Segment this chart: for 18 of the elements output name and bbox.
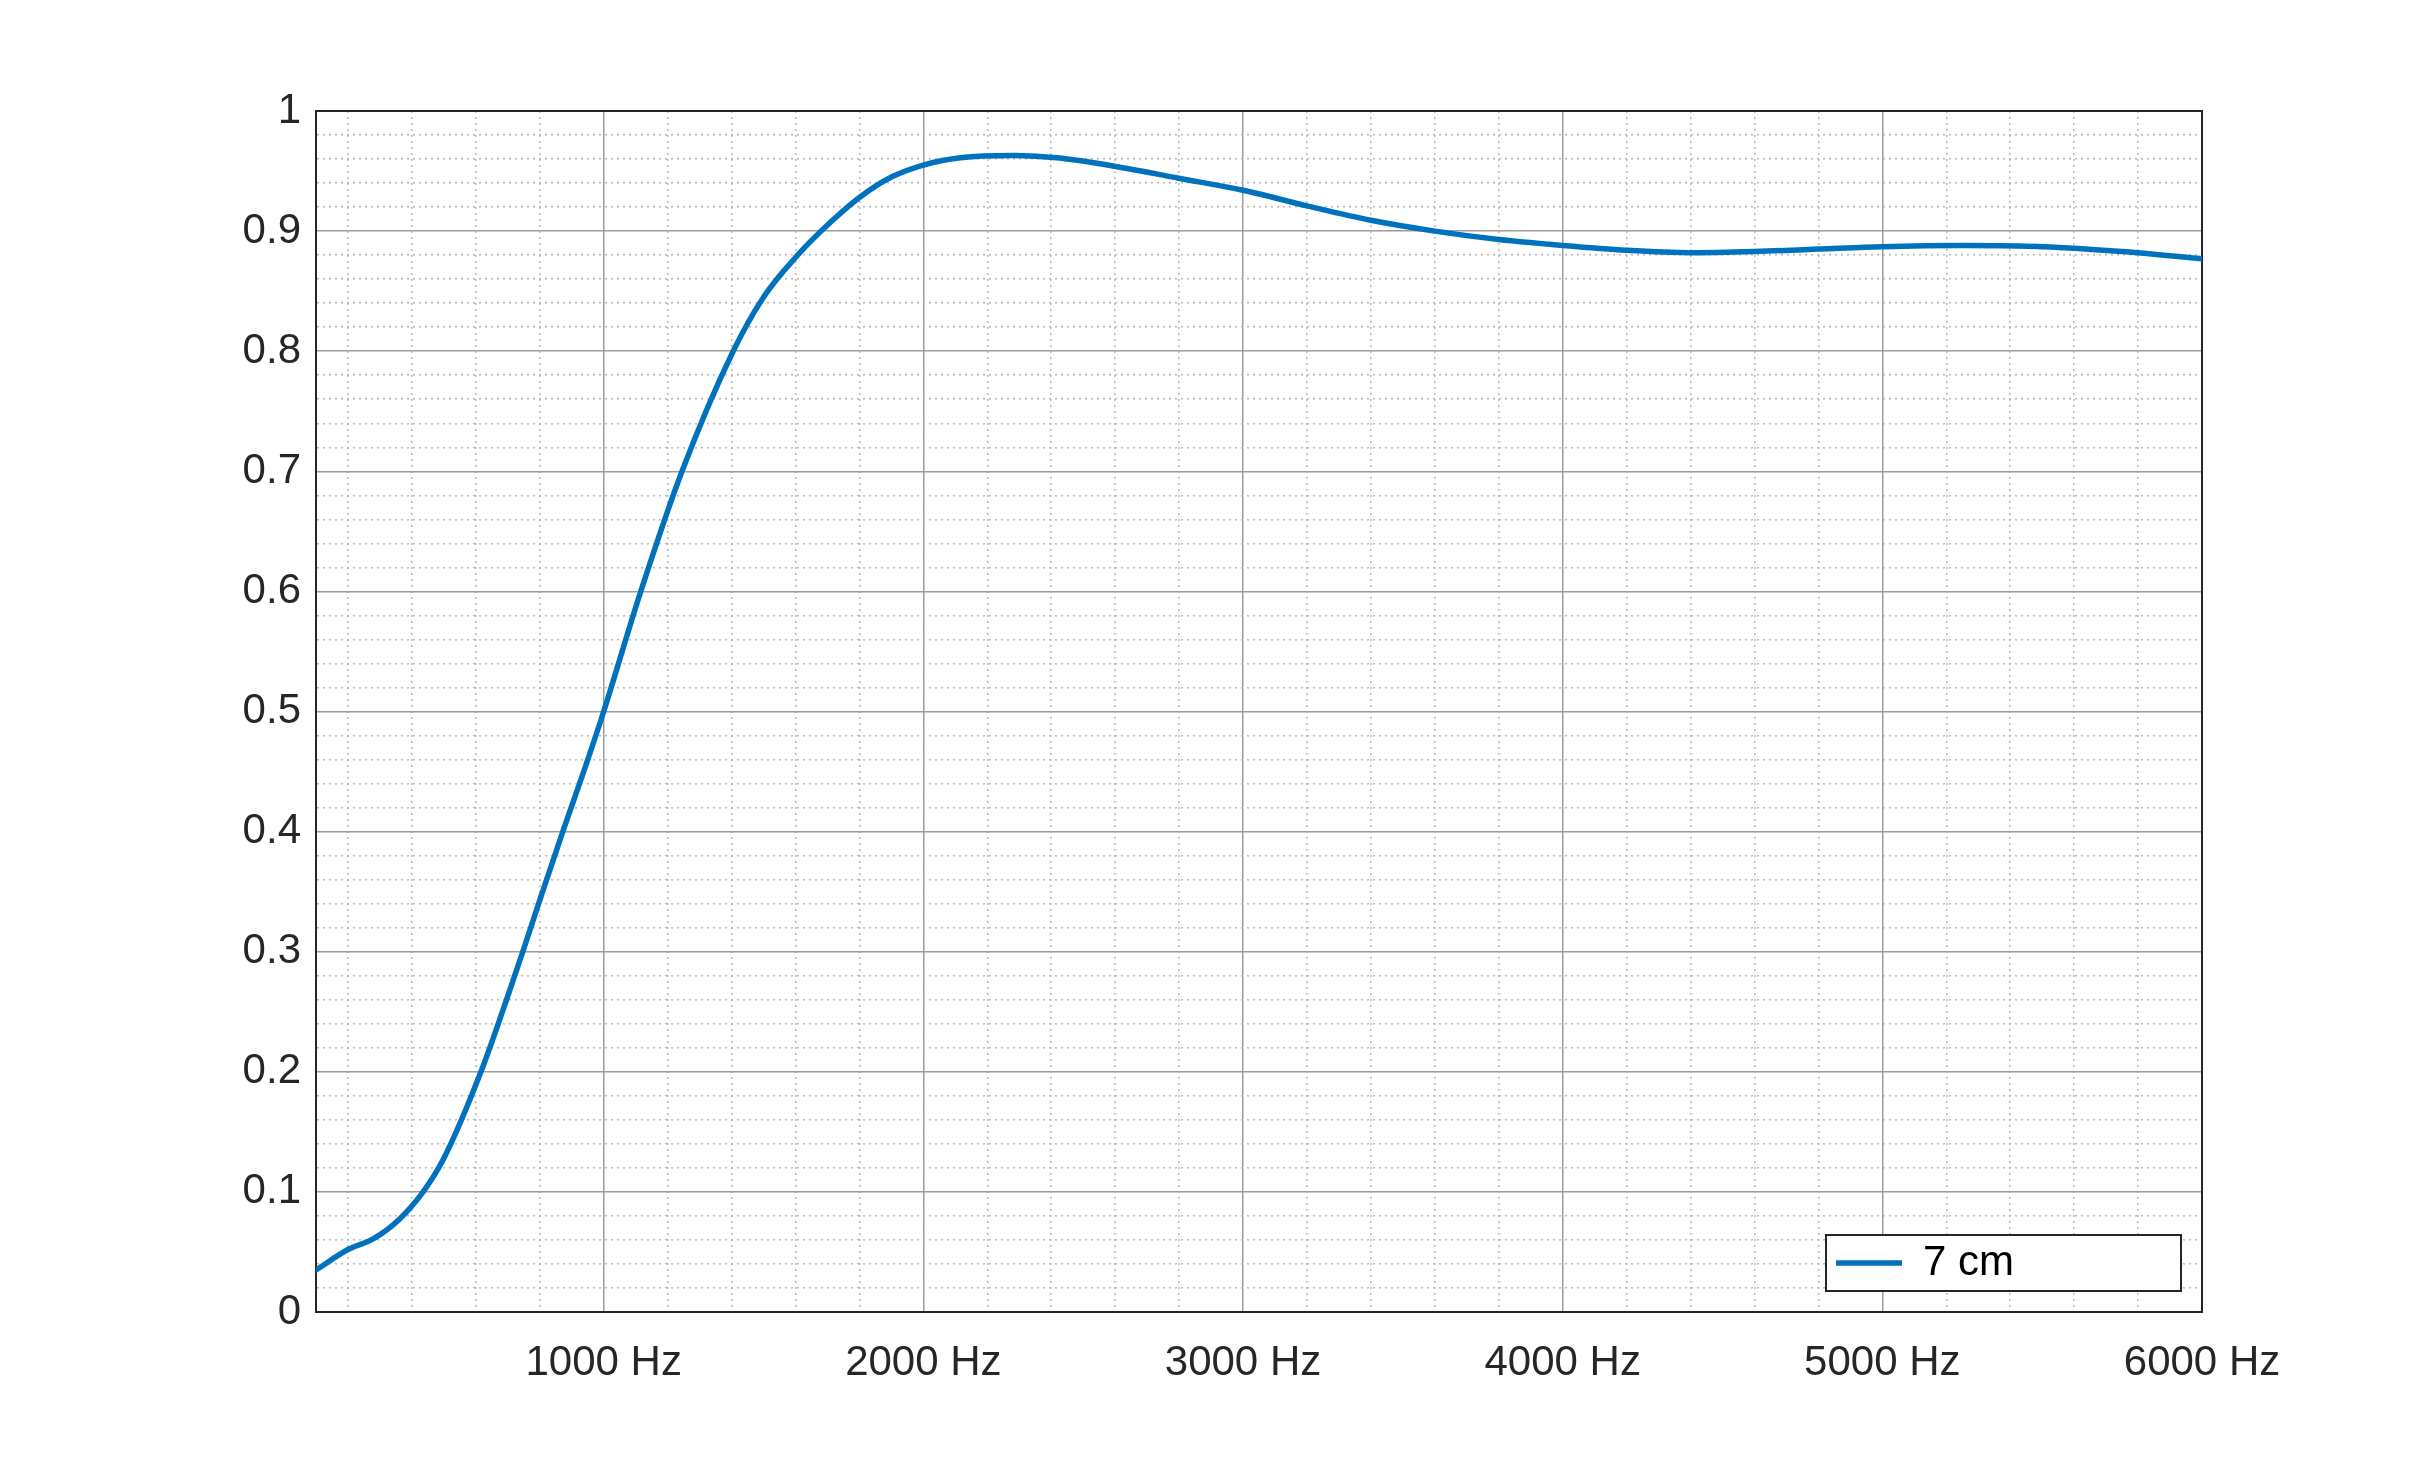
x-tick-label: 1000 Hz <box>525 1336 682 1384</box>
y-tick-label: 0.1 <box>242 1165 301 1213</box>
y-tick-label: 0.9 <box>242 204 301 252</box>
x-tick-label: 5000 Hz <box>1804 1336 1961 1384</box>
y-tick-label: 0 <box>277 1285 301 1333</box>
x-tick-label: 2000 Hz <box>845 1336 1002 1384</box>
x-tick-label: 3000 Hz <box>1164 1336 1322 1384</box>
y-tick-label: 0.7 <box>242 444 301 492</box>
y-tick-label: 0.2 <box>242 1045 301 1093</box>
y-tick-label: 1 <box>277 84 301 132</box>
legend-label: 7 cm <box>1923 1236 2015 1284</box>
y-tick-label: 0.5 <box>242 685 301 733</box>
y-tick-label: 0.6 <box>242 564 301 612</box>
y-tick-label: 0.3 <box>242 925 301 973</box>
y-tick-label: 0.8 <box>242 324 301 372</box>
x-tick-label: 6000 Hz <box>2123 1336 2281 1384</box>
y-tick-label: 0.4 <box>242 805 301 853</box>
x-tick-label: 4000 Hz <box>1484 1336 1641 1384</box>
